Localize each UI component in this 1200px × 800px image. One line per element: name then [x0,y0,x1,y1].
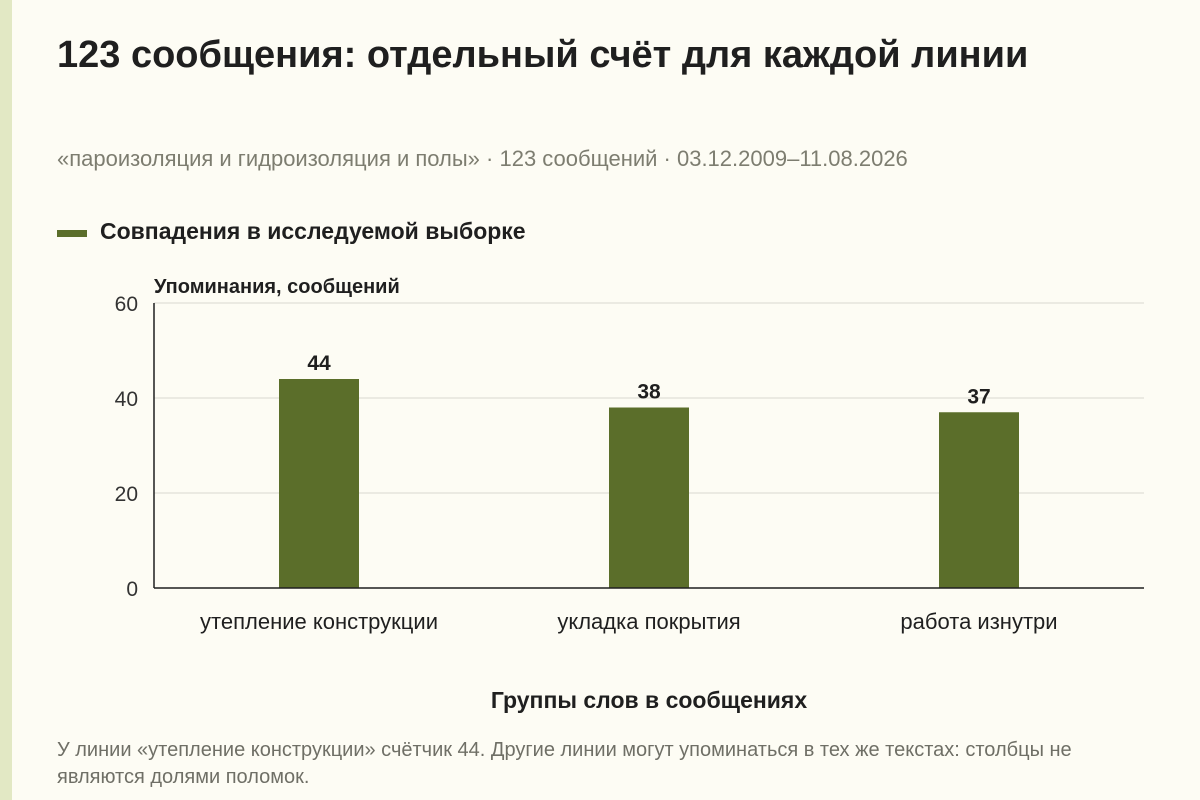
y-tick-label-0: 0 [126,578,138,601]
legend: Совпадения в исследуемой выборке [57,218,526,245]
category-label-0: утепление конструкции [200,609,438,634]
bar-1 [609,407,689,588]
chart-title: 123 сообщения: отдельный счёт для каждой… [57,34,1029,76]
footnote: У линии «утепление конструкции» счётчик … [57,739,1072,788]
y-axis-label: Упоминания, сообщений [154,276,400,298]
bars: 44 38 37 [279,352,1019,588]
legend-swatch [57,230,87,237]
bar-value-label-2: 37 [967,385,990,408]
chart-subtitle: «пароизоляция и гидроизоляция и полы» · … [57,146,908,171]
left-accent-stripe [0,0,12,800]
y-tick-label-3: 60 [115,293,138,316]
x-axis-label: Группы слов в сообщениях [491,687,807,713]
category-label-2: работа изнутри [900,609,1057,634]
axes [153,303,1144,589]
bar-value-label-0: 44 [307,352,331,375]
bar-0 [279,379,359,588]
legend-label: Совпадения в исследуемой выборке [100,218,526,244]
y-tick-label-2: 40 [115,388,138,411]
y-tick-label-1: 20 [115,483,138,506]
category-label-1: укладка покрытия [557,609,740,634]
category-labels: утепление конструкции укладка покрытия раб… [200,609,1058,634]
bar-value-label-1: 38 [637,381,661,404]
bar-2 [939,412,1019,588]
y-axis-ticks: 0 20 40 60 [115,293,138,601]
